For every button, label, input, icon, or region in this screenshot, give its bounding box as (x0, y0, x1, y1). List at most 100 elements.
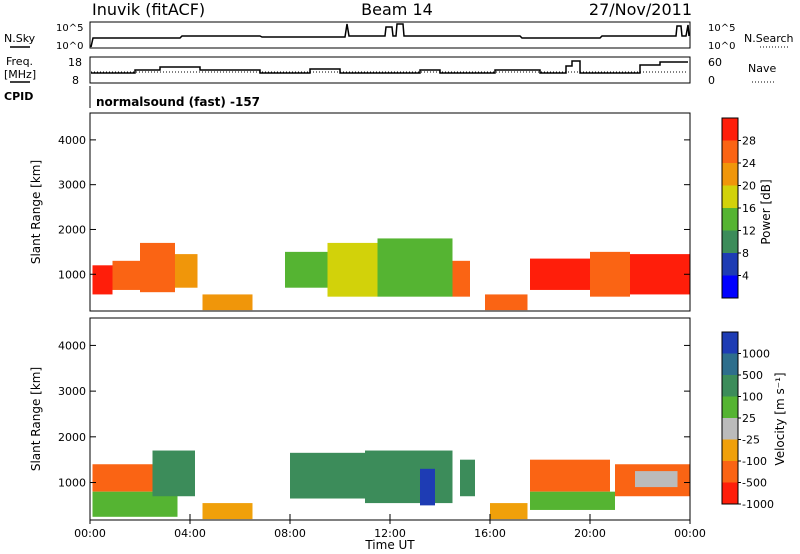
freq-label: Freq. (6, 55, 33, 68)
colorbar-tick-label: 16 (742, 202, 756, 215)
station-title: Inuvik (fitACF) (92, 0, 205, 19)
power-cell (202, 294, 253, 311)
time-axis-label: Time UT (364, 538, 415, 552)
colorbar-tick-label: 25 (742, 412, 756, 425)
freq-panel (89, 56, 691, 84)
nsearch-label: N.Search (744, 32, 794, 45)
nave-label: Nave (748, 62, 776, 75)
noise-panel (89, 21, 691, 49)
nave-tick-low: 0 (708, 74, 715, 87)
power-cell (452, 260, 470, 297)
velocity-cell (490, 503, 528, 520)
colorbar-swatch (722, 353, 738, 376)
velocity-heatmap-panel: 1000 2000 3000 4000 00:00 04:00 08:00 12:00 16:… (29, 317, 787, 552)
power-cell (175, 254, 198, 288)
colorbar-swatch (722, 275, 738, 299)
colorbar-tick-label: -25 (742, 434, 760, 447)
x-tick-label: 00:00 (74, 527, 106, 540)
colorbar-tick-label: -500 (742, 477, 767, 490)
velocity-cell (365, 450, 453, 504)
y-tick-label: 3000 (58, 179, 86, 192)
colorbar-swatch (722, 163, 738, 186)
colorbar-tick-label: 20 (742, 180, 756, 193)
x-tick-label: 00:00 (674, 527, 706, 540)
freq-unit-label: [MHz] (4, 68, 36, 81)
power-panel-frame (89, 112, 691, 312)
velocity-y-axis-label: Slant Range [km] (29, 367, 43, 471)
power-cell (590, 251, 630, 297)
freq-tick-high: 18 (68, 56, 82, 69)
colorbar-swatch (722, 253, 738, 276)
power-cell (530, 258, 590, 290)
colorbar-swatch (722, 185, 738, 209)
velocity-y-ticks: 1000 2000 3000 4000 (58, 339, 690, 490)
nave-tick-high: 60 (708, 56, 722, 69)
colorbar-tick-label: 24 (742, 157, 756, 170)
power-y-ticks: 1000 2000 3000 4000 (58, 134, 690, 281)
y-tick-label: 3000 (58, 385, 86, 398)
y-tick-label: 1000 (58, 477, 86, 490)
colorbar-tick-label: -1000 (742, 498, 774, 511)
velocity-cell (530, 459, 610, 492)
velocity-cell (290, 452, 365, 499)
velocity-cell (420, 468, 435, 506)
power-cell (285, 251, 328, 288)
x-tick-label: 12:00 (374, 527, 406, 540)
velocity-heatmap-cells (92, 450, 690, 520)
cpid-text: normalsound (fast) -157 (96, 95, 260, 109)
power-cell (630, 254, 690, 295)
freq-trace (91, 60, 688, 74)
colorbar-swatch (722, 439, 738, 462)
noise-trace (90, 23, 690, 48)
colorbar-swatch (722, 208, 738, 231)
velocity-cell (92, 464, 153, 492)
colorbar-swatch (722, 140, 738, 164)
colorbar-tick-label: 4 (742, 270, 749, 283)
power-colorbar: 4 8 12 16 20 24 28 (721, 117, 756, 299)
power-colorbar-label: Power [dB] (759, 179, 773, 244)
y-tick-label: 4000 (58, 134, 86, 147)
colorbar-tick-label: 28 (742, 135, 756, 148)
x-tick-label: 20:00 (574, 527, 606, 540)
beam-title: Beam 14 (361, 0, 433, 19)
colorbar-swatch (722, 230, 738, 254)
x-tick-label: 16:00 (474, 527, 506, 540)
colorbar-tick-label: 12 (742, 225, 756, 238)
power-cell (112, 260, 140, 290)
cpid-label: CPID (4, 90, 33, 103)
power-cell (140, 242, 175, 293)
velocity-colorbar-label: Velocity [m s⁻¹] (773, 372, 787, 465)
y-tick-label: 2000 (58, 223, 86, 236)
colorbar-tick-label: 500 (742, 369, 763, 382)
x-tick-label: 08:00 (274, 527, 306, 540)
noise-tick-low: 10^0 (56, 41, 83, 52)
velocity-cell (202, 503, 253, 520)
y-tick-label: 4000 (58, 339, 86, 352)
colorbar-swatch (722, 461, 738, 483)
date-title: 27/Nov/2011 (589, 0, 692, 19)
noise-right-tick-low: 10^0 (708, 41, 735, 52)
colorbar-swatch (722, 482, 738, 505)
power-y-axis-label: Slant Range [km] (29, 160, 43, 264)
power-heatmap-panel: 1000 2000 3000 4000 Slant Range [km] 4 8 12 16… (29, 112, 773, 312)
velocity-cell (635, 471, 678, 488)
power-cell (92, 265, 113, 295)
power-cell (377, 238, 453, 297)
colorbar-tick-label: 8 (742, 247, 749, 260)
colorbar-tick-label: -100 (742, 455, 767, 468)
power-heatmap-cells (92, 238, 690, 311)
noise-tick-high: 10^5 (56, 23, 83, 34)
velocity-cell (460, 459, 475, 497)
velocity-colorbar: 1000 500 100 25 -25 -100 -500 -1000 (721, 331, 774, 511)
noise-right-tick-high: 10^5 (708, 23, 735, 34)
freq-tick-low: 8 (72, 74, 79, 87)
power-cell (485, 294, 528, 311)
colorbar-swatch (722, 118, 738, 141)
y-tick-label: 1000 (58, 268, 86, 281)
colorbar-tick-label: 1000 (742, 348, 770, 361)
velocity-cell (152, 450, 195, 497)
colorbar-swatch (722, 332, 738, 354)
velocity-cell (530, 491, 615, 510)
x-tick-label: 04:00 (174, 527, 206, 540)
